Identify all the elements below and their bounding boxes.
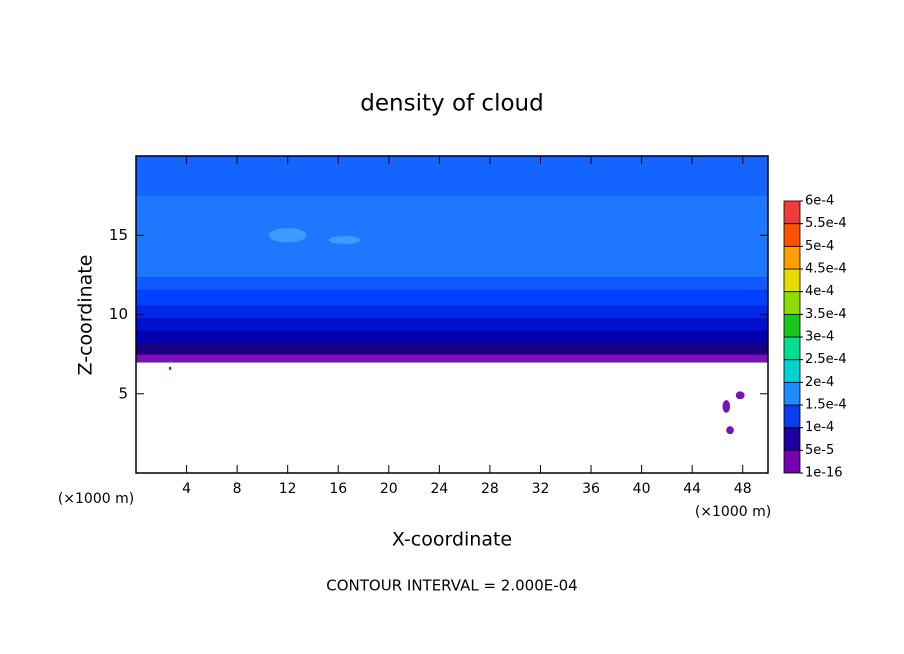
x-tick-label: 32 <box>532 481 550 497</box>
contour-band <box>136 343 768 355</box>
x-tick-label: 44 <box>683 481 701 497</box>
x-tick-label: 24 <box>430 481 448 497</box>
x-axis-label: X-coordinate <box>392 529 512 551</box>
contour-patch <box>168 366 172 370</box>
colorbar-label: 3e-4 <box>805 330 834 345</box>
x-tick-label: 28 <box>481 481 499 497</box>
colorbar-label: 1e-16 <box>805 466 843 481</box>
y-axis-label: Z-coordinate <box>75 255 97 376</box>
contour-band <box>136 354 768 363</box>
colorbar-label: 4e-4 <box>805 284 834 299</box>
x-tick-label: 8 <box>233 481 242 497</box>
colorbar-segment <box>783 313 801 338</box>
chart-title: density of cloud <box>360 91 543 117</box>
contour-band <box>136 195 768 277</box>
x-tick-label: 48 <box>734 481 752 497</box>
contour-band <box>136 304 768 319</box>
contour-patch <box>722 400 731 413</box>
y-tick-label: 15 <box>109 226 128 244</box>
colorbar-label: 4.5e-4 <box>805 262 847 277</box>
colorbar-segment <box>783 336 801 361</box>
contour-band <box>136 330 768 344</box>
footer: CONTOUR INTERVAL = 2.000E-04 <box>326 577 577 595</box>
x-tick-label: 12 <box>279 481 297 497</box>
contour-patch <box>726 426 734 435</box>
x-tick-label: 16 <box>329 481 347 497</box>
x-tick-label: 36 <box>582 481 600 497</box>
y-tick-label: 10 <box>109 305 128 323</box>
colorbar-segment <box>783 268 801 293</box>
x-tick-label: 20 <box>380 481 398 497</box>
contour-band <box>136 317 768 331</box>
x-unit: (×1000 m) <box>695 504 771 520</box>
colorbar-label: 1e-4 <box>805 420 834 435</box>
x-tick-label: 4 <box>182 481 191 497</box>
colorbar-segment <box>783 245 801 270</box>
colorbar-label: 6e-4 <box>805 194 834 209</box>
colorbar-segment <box>783 427 801 451</box>
colorbar-label: 2.5e-4 <box>805 352 847 367</box>
colorbar-label: 2e-4 <box>805 375 834 390</box>
colorbar-segment <box>783 291 801 315</box>
colorbar-label: 1.5e-4 <box>805 398 847 413</box>
contour-patch <box>328 236 361 244</box>
colorbar-label: 5e-4 <box>805 239 834 254</box>
y-unit: (×1000 m) <box>58 491 134 507</box>
y-tick-label: 5 <box>118 384 128 402</box>
colorbar-segment <box>783 200 801 225</box>
colorbar-segment <box>783 359 801 383</box>
contour-patch <box>735 391 745 400</box>
colorbar-segment <box>783 449 801 474</box>
contour-band <box>136 276 768 290</box>
colorbar-segment <box>783 223 801 247</box>
contour-band <box>136 289 768 306</box>
contour-band <box>136 156 768 197</box>
colorbar-segment <box>783 404 801 429</box>
colorbar-label: 5e-5 <box>805 443 834 458</box>
contour-patch <box>268 228 307 243</box>
x-tick-label: 40 <box>633 481 651 497</box>
colorbar-label: 5.5e-4 <box>805 216 847 231</box>
colorbar-label: 3.5e-4 <box>805 307 847 322</box>
colorbar-segment <box>783 381 801 406</box>
